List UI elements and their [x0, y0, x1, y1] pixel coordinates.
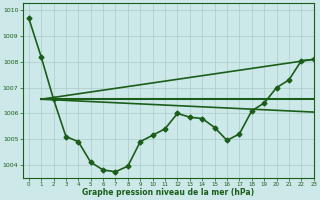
X-axis label: Graphe pression niveau de la mer (hPa): Graphe pression niveau de la mer (hPa) — [82, 188, 254, 197]
